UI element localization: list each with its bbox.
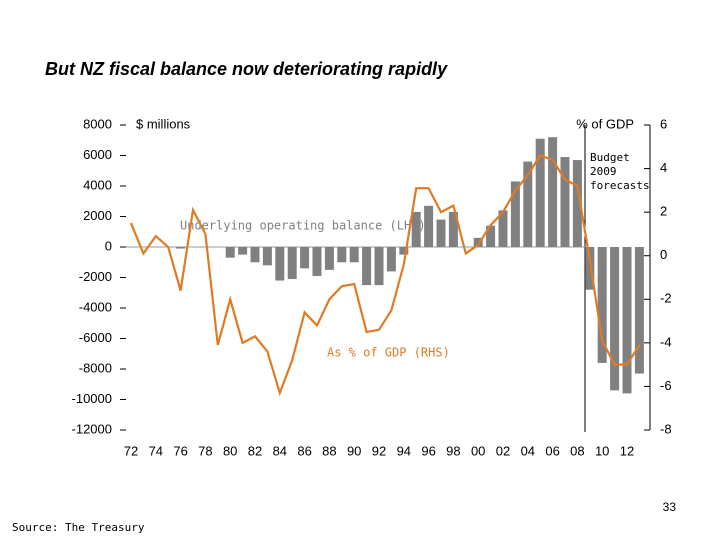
y-tick-label: 2000	[83, 208, 112, 223]
y-axis-label: $ millions	[136, 116, 191, 131]
bar	[337, 247, 347, 263]
y-tick-label: -10000	[72, 391, 112, 406]
bar	[523, 161, 533, 247]
y2-tick-label: 4	[660, 160, 667, 175]
y-tick-label: -12000	[72, 421, 112, 436]
x-tick-label: 10	[595, 443, 609, 458]
y2-tick-label: 6	[660, 116, 667, 131]
bar	[424, 205, 434, 247]
bar	[287, 247, 297, 280]
x-tick-label: 08	[570, 443, 584, 458]
bar	[585, 247, 595, 290]
y-tick-label: -6000	[79, 330, 112, 345]
y-tick-label: 8000	[83, 116, 112, 131]
x-tick-label: 78	[198, 443, 212, 458]
series-label: Underlying operating balance (LHS)	[180, 219, 426, 233]
y-tick-label: -4000	[79, 299, 112, 314]
x-tick-label: 84	[273, 443, 287, 458]
bar	[622, 247, 632, 394]
bar	[597, 247, 607, 363]
bar	[548, 137, 558, 247]
y2-tick-label: -4	[660, 334, 672, 349]
bar	[448, 211, 458, 247]
x-tick-label: 02	[496, 443, 510, 458]
bar	[300, 247, 310, 269]
y-tick-label: 0	[105, 238, 112, 253]
bar	[238, 247, 248, 255]
bar	[312, 247, 322, 276]
bar	[386, 247, 396, 272]
page-number: 33	[663, 500, 677, 514]
bar	[510, 181, 520, 247]
series-label: As % of GDP (RHS)	[327, 346, 450, 360]
x-tick-label: 00	[471, 443, 485, 458]
x-tick-label: 92	[372, 443, 386, 458]
x-tick-label: 82	[248, 443, 262, 458]
y2-tick-label: 0	[660, 247, 667, 262]
x-tick-label: 74	[149, 443, 163, 458]
bar	[225, 247, 235, 258]
x-tick-label: 80	[223, 443, 237, 458]
y2-tick-label: -8	[660, 421, 672, 436]
source: Source: The Treasury	[12, 521, 145, 534]
bar	[498, 210, 508, 247]
y-tick-label: -8000	[79, 360, 112, 375]
x-tick-label: 88	[322, 443, 336, 458]
bar	[610, 247, 620, 391]
bar	[374, 247, 384, 286]
bar	[275, 247, 285, 281]
bar	[250, 247, 260, 263]
y2-tick-label: -6	[660, 378, 672, 393]
x-tick-label: 94	[397, 443, 411, 458]
y2-tick-label: -2	[660, 291, 672, 306]
y2-axis-label: % of GDP	[576, 116, 634, 131]
chart-title: But NZ fiscal balance now deteriorating …	[45, 59, 448, 79]
x-tick-label: 86	[297, 443, 311, 458]
y-tick-label: 6000	[83, 147, 112, 162]
bar	[486, 225, 496, 247]
bar	[560, 157, 570, 247]
bar	[572, 160, 582, 247]
x-tick-label: 96	[421, 443, 435, 458]
bar	[176, 247, 186, 249]
bar	[324, 247, 334, 270]
bar	[362, 247, 372, 286]
bar	[349, 247, 359, 263]
y-tick-label: 4000	[83, 177, 112, 192]
y2-tick-label: 2	[660, 204, 667, 219]
line	[129, 154, 641, 397]
bar	[399, 247, 409, 255]
x-tick-label: 06	[545, 443, 559, 458]
bar	[411, 211, 421, 247]
bar	[634, 247, 644, 374]
annotation: Budget	[590, 151, 630, 164]
annotation: forecasts	[590, 179, 650, 192]
annotation: 2009	[590, 165, 617, 178]
x-tick-label: 90	[347, 443, 361, 458]
x-tick-label: 72	[124, 443, 138, 458]
bar	[436, 219, 446, 247]
x-tick-label: 12	[620, 443, 634, 458]
y-tick-label: -2000	[79, 269, 112, 284]
x-tick-label: 98	[446, 443, 460, 458]
bar	[535, 138, 545, 247]
x-tick-label: 76	[173, 443, 187, 458]
bar	[473, 237, 483, 247]
x-tick-label: 04	[521, 443, 535, 458]
bar	[262, 247, 272, 266]
